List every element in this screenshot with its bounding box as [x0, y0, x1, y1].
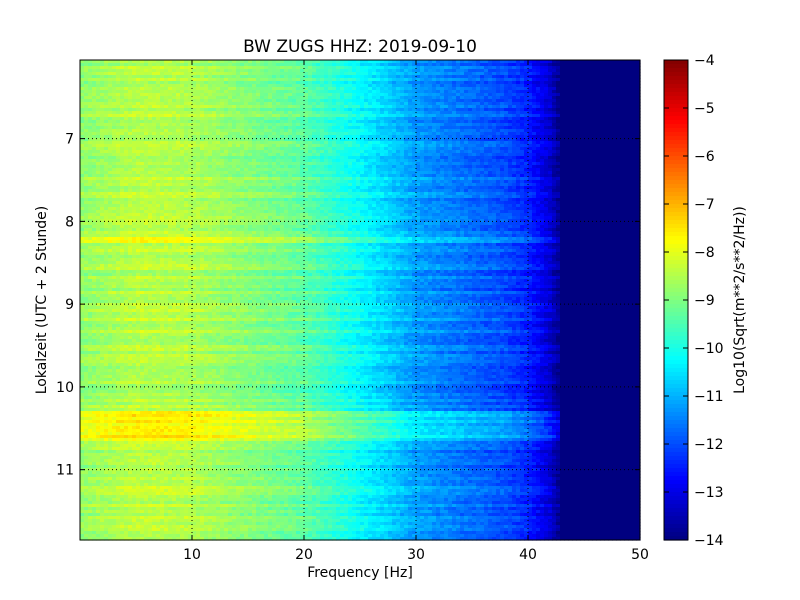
plot-area — [80, 60, 641, 541]
heatmap — [80, 60, 641, 541]
chart-title: BW ZUGS HHZ: 2019-09-10 — [243, 37, 477, 57]
